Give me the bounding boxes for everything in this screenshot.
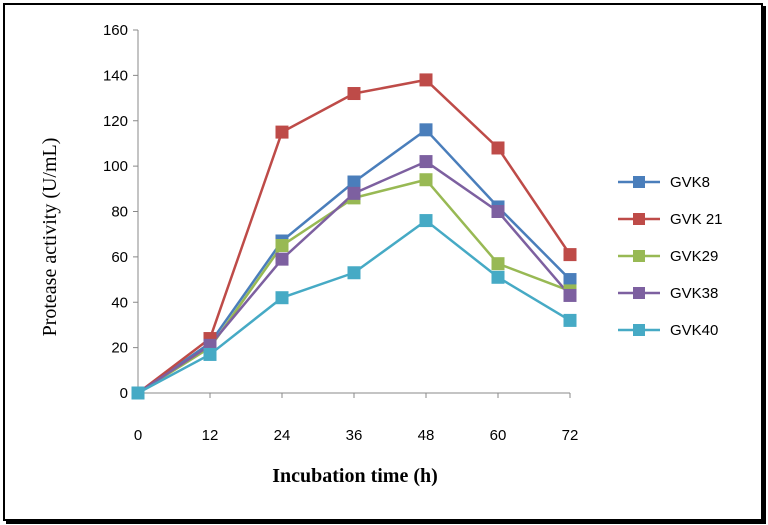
point-gvk40 — [275, 291, 289, 305]
legend-marker-gvk8 — [633, 176, 645, 188]
point-gvk21 — [275, 125, 289, 139]
point-gvk21 — [347, 87, 361, 101]
y-axis-title: Protease activity (U/mL) — [39, 138, 61, 337]
point-gvk40 — [347, 266, 361, 280]
y-tick-label: 0 — [120, 385, 128, 402]
x-axis-title: Incubation time (h) — [272, 465, 438, 487]
legend-marker-gvk40 — [633, 324, 645, 336]
y-tick-label: 80 — [111, 204, 128, 221]
point-gvk29 — [491, 257, 505, 271]
point-gvk29 — [275, 239, 289, 253]
legend-label-gvk21: GVK 21 — [670, 211, 723, 228]
y-tick-label: 60 — [111, 249, 128, 266]
point-gvk21 — [491, 141, 505, 155]
y-tick-label: 20 — [111, 340, 128, 357]
point-gvk21 — [419, 73, 433, 87]
legend: GVK8 GVK 21 GVK29 GVK38 GVK40 — [618, 174, 723, 339]
point-gvk40 — [419, 214, 433, 228]
point-gvk40 — [491, 270, 505, 284]
point-gvk8 — [347, 175, 361, 189]
x-tick-label: 12 — [202, 427, 219, 444]
point-gvk21 — [563, 248, 577, 262]
x-tick-label: 24 — [274, 427, 291, 444]
legend-label-gvk38: GVK38 — [670, 285, 718, 302]
point-gvk40 — [563, 313, 577, 327]
x-tick-label: 36 — [346, 427, 363, 444]
point-gvk38 — [419, 155, 433, 169]
legend-label-gvk8: GVK8 — [670, 174, 710, 191]
point-gvk29 — [419, 173, 433, 187]
legend-marker-gvk29 — [633, 250, 645, 262]
x-tick-label: 72 — [562, 427, 579, 444]
legend-label-gvk40: GVK40 — [670, 322, 718, 339]
axes: 0 20 40 60 80 100 120 140 160 0 12 24 36 48 60 72 — [103, 22, 578, 444]
point-gvk40 — [203, 347, 217, 361]
point-gvk38 — [491, 205, 505, 218]
point-gvk38 — [347, 186, 361, 200]
y-tick-label: 100 — [103, 158, 128, 175]
point-gvk8 — [419, 123, 433, 137]
x-tick-label: 0 — [134, 427, 142, 444]
legend-marker-gvk38 — [633, 287, 645, 299]
legend-marker-gvk21 — [633, 213, 645, 225]
x-tick-label: 48 — [418, 427, 435, 444]
series-line-gvk40 — [137, 219, 571, 395]
series-line-gvk21 — [137, 78, 572, 394]
y-tick-label: 140 — [103, 67, 128, 84]
point-gvk38 — [563, 288, 577, 302]
series-line-gvk29 — [137, 178, 571, 395]
point-gvk40 — [131, 386, 145, 400]
x-tick-label: 60 — [490, 427, 507, 444]
y-tick-label: 160 — [103, 22, 128, 39]
point-gvk8 — [563, 273, 577, 287]
y-tick-label: 120 — [103, 113, 128, 130]
point-gvk38 — [275, 252, 289, 266]
series-lines — [131, 73, 577, 400]
y-tick-label: 40 — [111, 294, 128, 311]
legend-label-gvk29: GVK29 — [670, 248, 718, 265]
